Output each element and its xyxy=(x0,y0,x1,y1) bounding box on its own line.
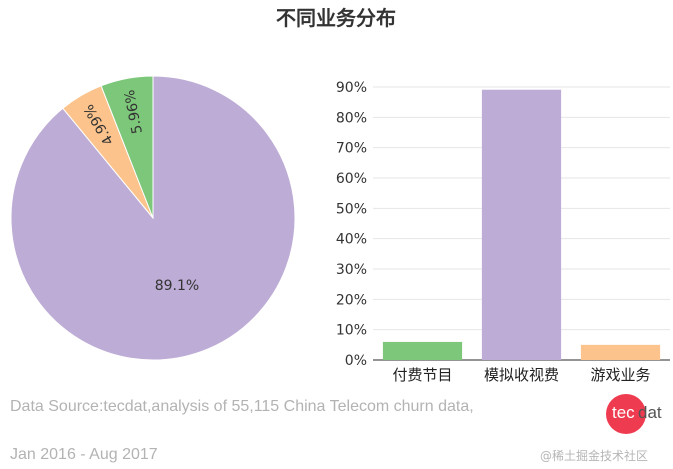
pie-slice-analog-fee xyxy=(10,75,296,361)
chart-title: 不同业务分布 xyxy=(276,6,396,30)
pie-chart: 89.1%4.99% 5.96% xyxy=(10,75,296,361)
data-source-line-2: Jan 2016 - Aug 2017 xyxy=(10,446,158,463)
tecdat-logo-icon xyxy=(606,394,646,434)
y-tick-label: 0% xyxy=(345,353,367,369)
bar-paid-program xyxy=(382,341,463,360)
y-tick-label: 60% xyxy=(336,171,367,187)
pie-label-analog-fee: 89.1% xyxy=(155,278,199,294)
logo-text-dat: dat xyxy=(638,403,662,422)
data-source-line-1: Data Source:tecdat,analysis of 55,115 Ch… xyxy=(10,398,474,415)
logo-text-tec: tec xyxy=(612,403,635,422)
y-tick-label: 90% xyxy=(336,80,367,96)
bar-chart: 0% 10% 20% 30% 40% 50% 60% 70% 80% 90% 付费节目 模拟收视费 游戏… xyxy=(336,80,670,384)
x-category-label: 模拟收视费 xyxy=(484,366,559,384)
y-tick-label: 20% xyxy=(336,292,367,308)
y-tick-label: 10% xyxy=(336,323,367,339)
x-category-label: 游戏业务 xyxy=(590,366,650,384)
watermark: @稀土掘金技术社区 xyxy=(540,449,649,463)
y-tick-label: 30% xyxy=(336,262,367,278)
y-tick-label: 70% xyxy=(336,141,367,157)
y-tick-label: 80% xyxy=(336,110,367,126)
pie-slice-paid-program xyxy=(100,75,154,219)
bar-analog-fee xyxy=(481,89,562,360)
bar-gaming xyxy=(580,344,661,360)
x-category-label: 付费节目 xyxy=(392,366,452,384)
y-tick-label: 50% xyxy=(336,201,367,217)
y-tick-label: 40% xyxy=(336,232,367,248)
